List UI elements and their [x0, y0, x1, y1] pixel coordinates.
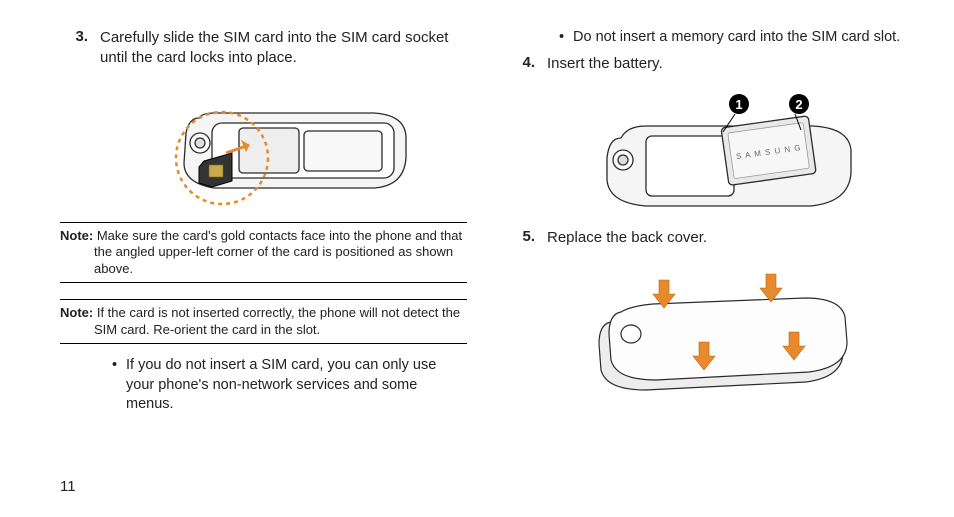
note-text: Make sure the card's gold contacts face … [93, 228, 462, 277]
bullet-icon: • [559, 28, 573, 48]
right-column: • Do not insert a memory card into the S… [507, 28, 914, 499]
step-number: 5. [507, 228, 547, 245]
svg-text:2: 2 [795, 97, 802, 112]
bullet-icon: • [112, 356, 126, 376]
step-text: Insert the battery. [547, 54, 914, 74]
sim-insert-illustration [60, 83, 467, 208]
cover-phone-svg [551, 262, 871, 412]
step-number: 4. [507, 54, 547, 71]
note-text: If the card is not inserted correctly, t… [93, 305, 460, 337]
step-text: Carefully slide the SIM card into the SI… [100, 28, 467, 69]
battery-phone-svg: 1 2 S A M S U N G [551, 88, 871, 218]
note-label: Note: [60, 305, 93, 320]
svg-text:1: 1 [735, 97, 742, 112]
callout-2-icon: 2 [789, 94, 809, 114]
note-1: Note: Make sure the card's gold contacts… [60, 222, 467, 284]
page-number: 11 [60, 478, 76, 495]
step-4: 4. Insert the battery. [507, 54, 914, 74]
step-number: 3. [60, 28, 100, 45]
battery-insert-illustration: 1 2 S A M S U N G [507, 88, 914, 218]
step-3: 3. Carefully slide the SIM card into the… [60, 28, 467, 69]
back-cover-illustration [507, 262, 914, 412]
bullet-text: Do not insert a memory card into the SIM… [573, 28, 900, 48]
battery-icon: S A M S U N G [721, 116, 816, 186]
bullet-text: If you do not insert a SIM card, you can… [126, 356, 467, 415]
note-2: Note: If the card is not inserted correc… [60, 299, 467, 344]
step-text: Replace the back cover. [547, 228, 914, 248]
sim-phone-svg [104, 83, 424, 208]
bullet-no-sim: • If you do not insert a SIM card, you c… [60, 356, 467, 415]
note-label: Note: [60, 228, 93, 243]
bullet-memory-warning: • Do not insert a memory card into the S… [507, 28, 914, 48]
manual-page: 3. Carefully slide the SIM card into the… [0, 0, 954, 517]
left-column: 3. Carefully slide the SIM card into the… [60, 28, 467, 499]
step-5: 5. Replace the back cover. [507, 228, 914, 248]
callout-1-icon: 1 [729, 94, 749, 114]
